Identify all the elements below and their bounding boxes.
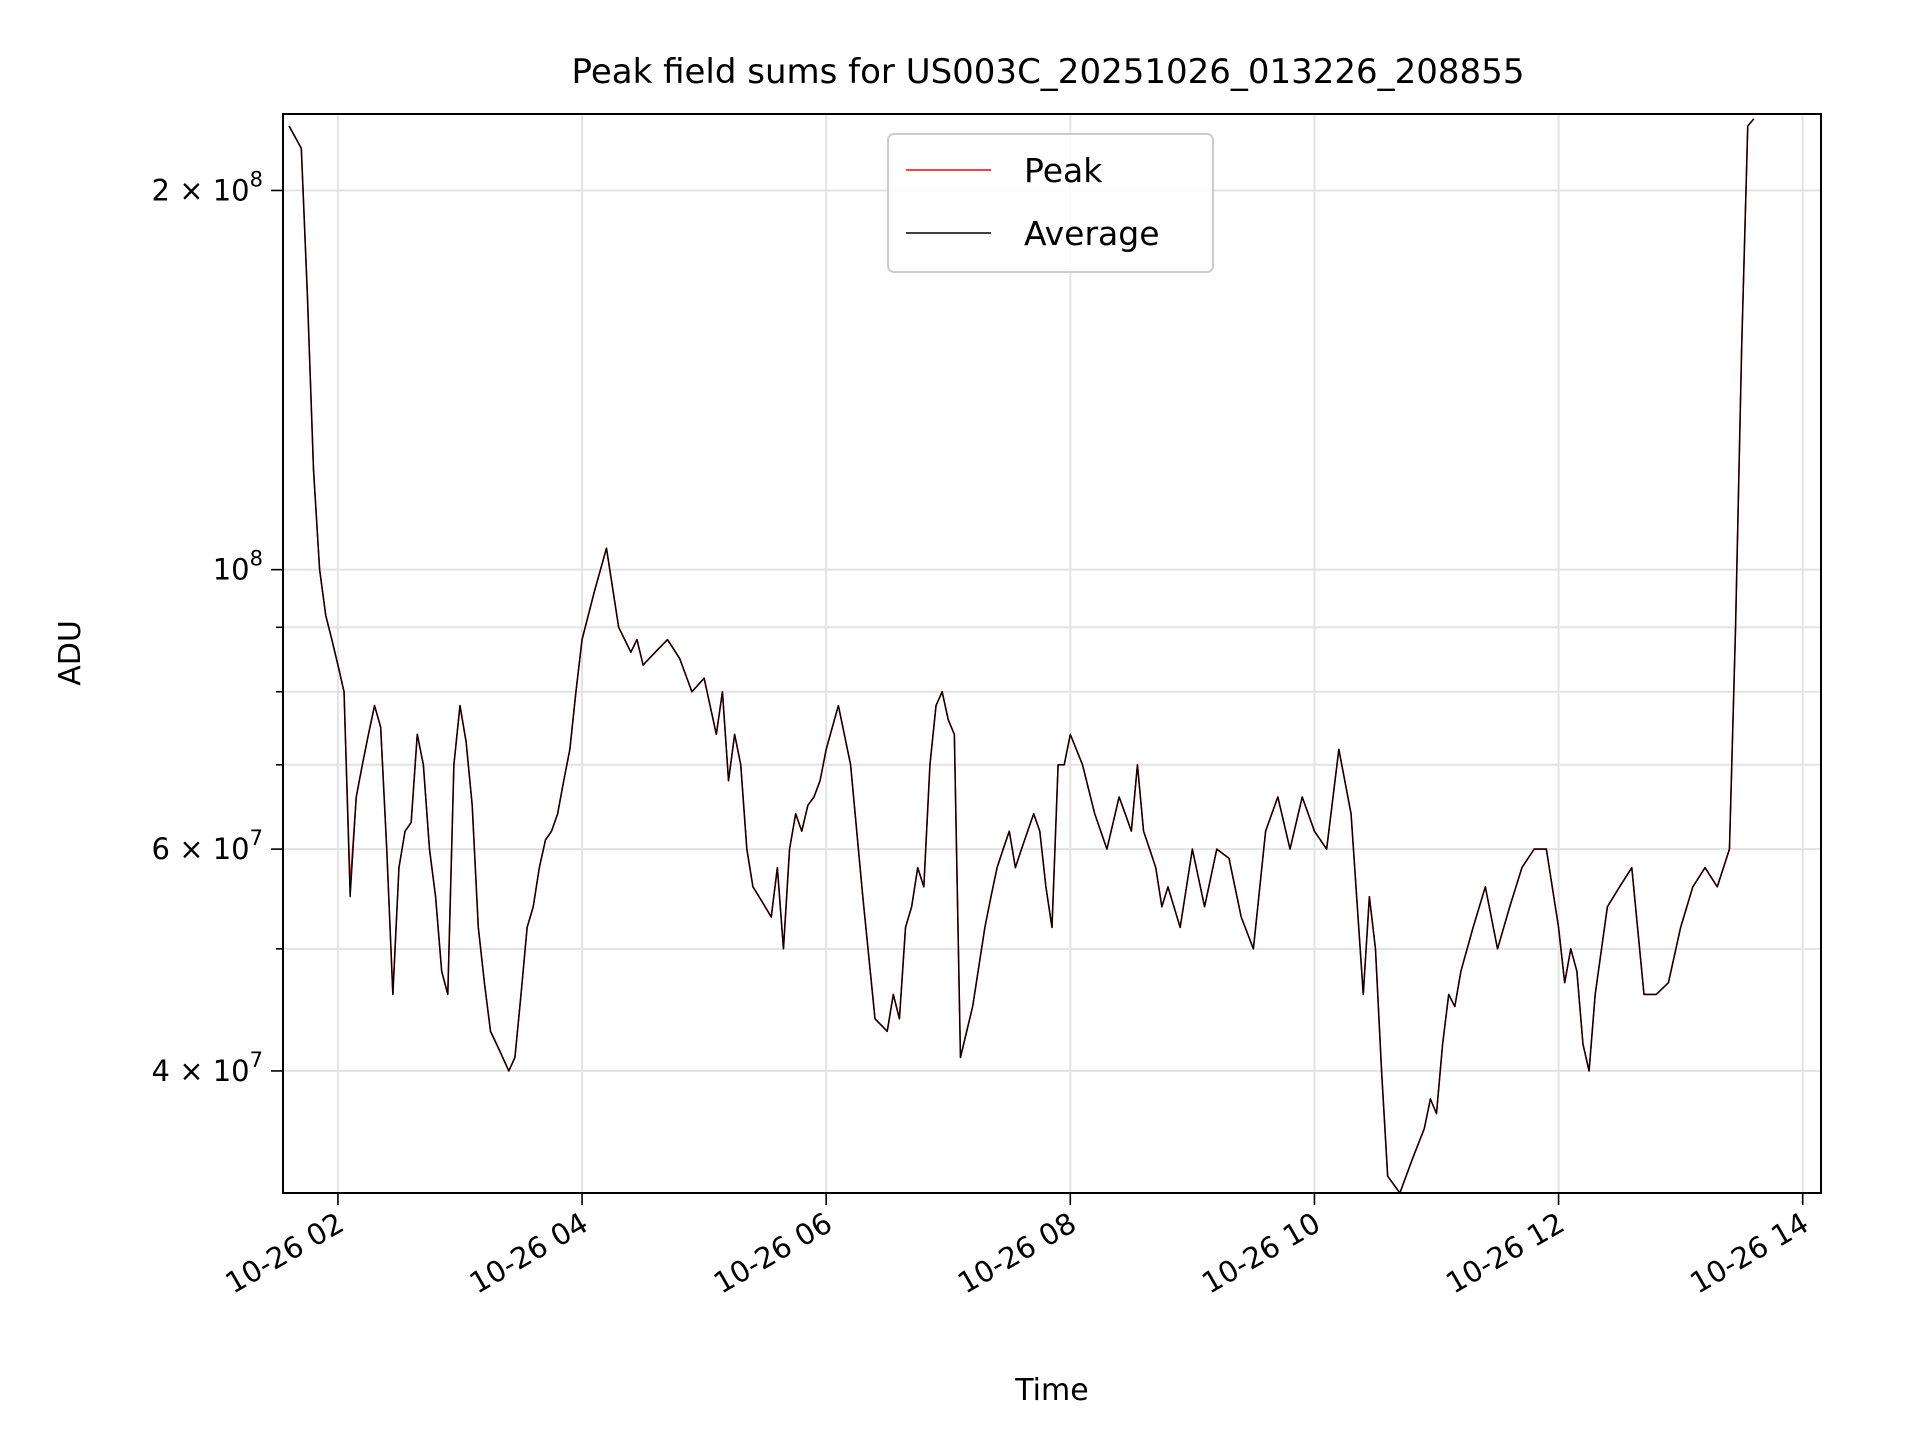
y-axis-label: ADU: [53, 620, 88, 686]
y-axis-ticks: 4 × 107 6 × 107 108 2 × 108: [152, 167, 283, 1088]
plot-frame: [282, 113, 1822, 1194]
y-tick-label: 6 × 107: [152, 826, 263, 866]
legend: Peak Average: [887, 133, 1214, 273]
legend-label-average: Average: [1024, 214, 1160, 253]
legend-box: [887, 133, 1214, 273]
x-axis-label: Time: [1014, 1373, 1088, 1408]
chart-title: Peak field sums for US003C_20251026_0132…: [572, 52, 1525, 92]
y-tick-label: 4 × 107: [152, 1048, 263, 1088]
legend-label-peak: Peak: [1024, 151, 1103, 190]
grid: [283, 114, 1821, 1193]
series-layer: [288, 118, 1755, 1193]
y-tick-label: 108: [213, 547, 263, 587]
y-tick-label: 2 × 108: [152, 167, 263, 207]
series-line-average: [288, 118, 1755, 1193]
